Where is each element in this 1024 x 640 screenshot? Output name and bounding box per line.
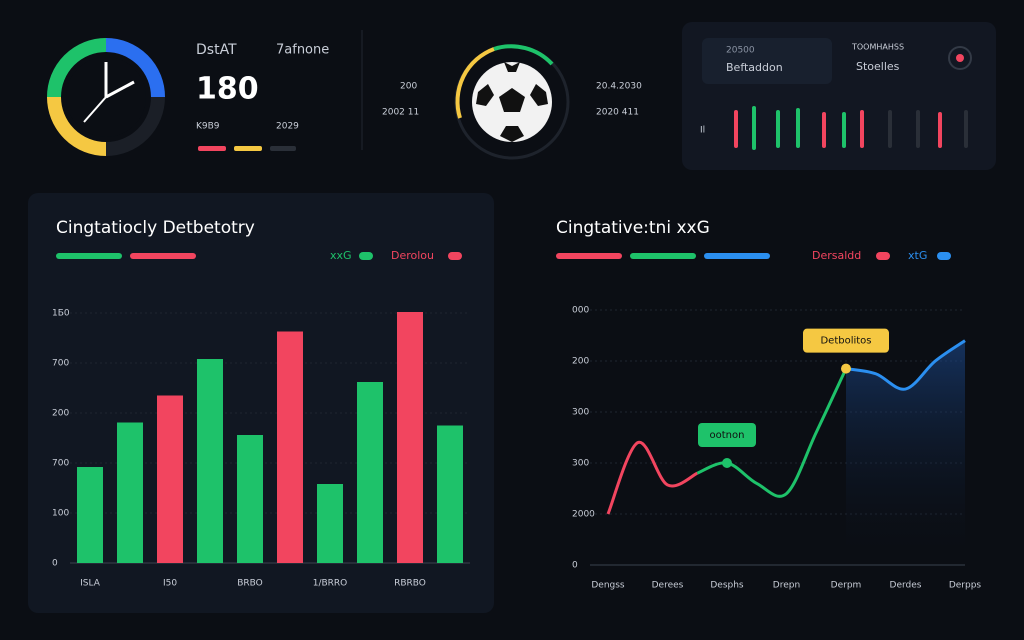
gauge-arc <box>493 44 554 66</box>
widget-title: DstAT <box>196 42 237 58</box>
y-tick-label: 1Б0 <box>52 309 70 319</box>
y-tick-label: 700 <box>52 359 69 369</box>
line <box>845 339 966 391</box>
legend-bar <box>630 253 696 259</box>
card-bars <box>734 106 968 150</box>
bar <box>237 435 263 563</box>
annotation-box <box>803 328 889 353</box>
clock-arc <box>105 38 165 98</box>
x-tick-label: ISLA <box>80 579 101 589</box>
widget-label: 2020 411 <box>596 108 639 118</box>
chart-title: Cingtatiocly Detbetotry <box>56 218 255 238</box>
gauge-arc <box>455 47 495 119</box>
card-title: TOOMHAHSS <box>851 43 904 52</box>
legend-bar <box>704 253 770 259</box>
y-tick-label: 0 <box>52 559 58 569</box>
legend-bar <box>556 253 622 259</box>
bar <box>397 312 423 563</box>
widget-label: 20.4.2030 <box>596 82 642 92</box>
legend-label: xxG <box>330 249 352 262</box>
chart-title: Cingtative:tni xxG <box>556 218 710 238</box>
bar <box>77 467 103 563</box>
x-tick-label: Desphs <box>710 581 744 591</box>
x-tick-label: Derees <box>652 581 684 591</box>
y-tick-label: 300 <box>572 408 589 418</box>
x-tick-label: Dengss <box>591 581 625 591</box>
card-label: Beftaddon <box>726 61 783 74</box>
area <box>846 340 965 565</box>
y-tick-label: 200 <box>52 409 69 419</box>
bar <box>277 331 303 563</box>
bar <box>317 484 343 563</box>
legend-swatch <box>448 252 462 260</box>
x-tick-label: RBRBO <box>394 579 426 589</box>
bar <box>197 359 223 563</box>
x-tick-label: BRBO <box>237 579 263 589</box>
y-tick-label: 100 <box>52 509 69 519</box>
legend-label: xtG <box>908 249 927 262</box>
legend-label: Dersaldd <box>812 249 861 262</box>
x-tick-label: Derdes <box>890 581 922 591</box>
card-icon <box>948 46 972 70</box>
x-tick-label: Derpm <box>831 581 862 591</box>
widget-label: K9B9 <box>196 122 220 132</box>
ball-patch <box>499 88 525 112</box>
bar <box>437 425 463 563</box>
stats-card: 20500 Beftaddon TOOMHAHSS Stoelles Il <box>682 22 996 170</box>
legend-swatch <box>234 146 262 151</box>
ball-patch <box>504 62 520 72</box>
y-tick-label: 0 <box>572 561 578 571</box>
line <box>606 441 698 515</box>
clock-widget: DstAT 7afnone 180 K9B9 2029 <box>47 38 329 156</box>
widget-label: 2002 11 <box>382 108 419 118</box>
annotation-dot <box>841 363 851 374</box>
legend-swatch <box>359 252 373 260</box>
card-subtitle: Stoelles <box>856 60 900 73</box>
legend-bar <box>56 253 122 259</box>
clock-hand <box>105 80 135 99</box>
annotation-text: ootnon <box>710 430 745 441</box>
annotation-box <box>698 423 756 447</box>
widget-label: 200 <box>400 82 417 92</box>
clock-hand <box>83 96 107 123</box>
ball-patch <box>530 84 548 106</box>
ball-widget: 200 2002 11 20.4.2030 2020 411 <box>361 30 642 160</box>
card-box <box>702 38 832 84</box>
annotation-dot <box>722 458 732 468</box>
x-tick-label: I50 <box>163 579 177 589</box>
legend-swatch <box>270 146 296 151</box>
card-axis-label: Il <box>700 126 705 136</box>
x-tick-label: 1/BRRO <box>313 579 348 589</box>
ball-patch <box>500 126 524 142</box>
y-tick-label: 700 <box>52 459 69 469</box>
widget-subtitle: 7afnone <box>276 43 329 58</box>
bar <box>357 382 383 563</box>
card-icon <box>956 54 964 62</box>
x-tick-label: Derpps <box>949 581 982 591</box>
y-tick-label: 2000 <box>572 510 595 520</box>
y-tick-label: 200 <box>572 357 589 367</box>
legend-swatch <box>876 252 890 260</box>
ball-patch <box>476 84 494 106</box>
widget-label: 2029 <box>276 122 299 132</box>
x-tick-label: Drepn <box>773 581 800 591</box>
widget-value: 180 <box>196 72 259 107</box>
y-tick-label: 000 <box>572 306 589 316</box>
legend-swatch <box>198 146 226 151</box>
legend-swatch <box>937 252 951 260</box>
clock-arc <box>47 96 107 156</box>
bar <box>117 422 143 563</box>
clock-arc <box>47 38 107 98</box>
annotation-text: Detbolitos <box>820 336 871 347</box>
legend-bar <box>130 253 196 259</box>
legend-label: Derolou <box>391 249 434 262</box>
bar <box>157 395 183 563</box>
card-label: 20500 <box>726 46 755 56</box>
y-tick-label: 300 <box>572 459 589 469</box>
